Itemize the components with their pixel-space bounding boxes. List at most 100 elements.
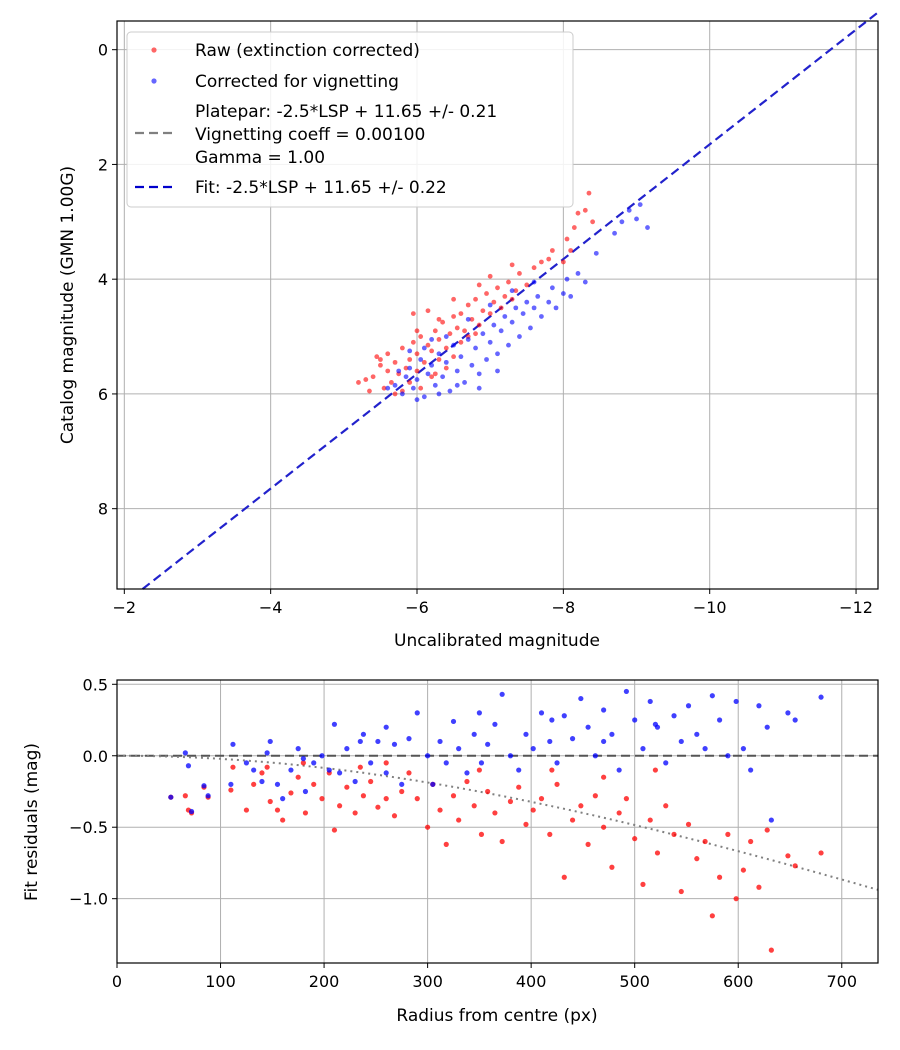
top-raw-point [473, 296, 478, 302]
top-raw-point [399, 345, 405, 351]
top-raw-point [443, 345, 449, 351]
bottom-raw-point [456, 817, 462, 823]
bottom-corrected-point [632, 717, 638, 723]
top-corrected-point [410, 385, 416, 391]
bottom-corrected-point [792, 717, 798, 723]
top-raw-point [487, 311, 493, 317]
bottom-corrected-point [264, 750, 270, 756]
bottom-raw-point [251, 781, 257, 787]
top-corrected-point [619, 219, 625, 225]
bottom-corrected-point [357, 738, 363, 745]
bottom-raw-point [694, 856, 700, 862]
top-raw-point [436, 316, 442, 322]
bottom-raw-point [264, 764, 270, 770]
top-ytick-label: 4 [98, 270, 108, 289]
top-corrected-point [407, 365, 413, 371]
top-corrected-point [476, 385, 482, 391]
top-corrected-point [465, 316, 471, 322]
bottom-ylabel: Fit residuals (mag) [22, 743, 42, 901]
top-corrected-point [528, 325, 533, 331]
bottom-raw-point [592, 793, 598, 799]
bottom-corrected-point [288, 767, 294, 773]
top-raw-point [524, 282, 530, 288]
top-corrected-point [462, 380, 467, 385]
legend: Raw (extinction corrected) Corrected for… [126, 31, 574, 208]
top-corrected-point [612, 230, 617, 236]
top-raw-point [487, 273, 493, 279]
top-raw-point [392, 391, 398, 397]
bottom-corrected-point [499, 691, 505, 697]
bottom-raw-point [733, 896, 739, 902]
top-raw-point [418, 334, 424, 339]
bottom-corrected-point [609, 731, 615, 737]
bottom-corrected-point [375, 738, 381, 745]
top-corrected-point [440, 374, 446, 380]
top-raw-point [454, 325, 460, 331]
top-raw-point [451, 314, 456, 319]
top-raw-point [531, 265, 537, 271]
legend-raw-label: Raw (extinction corrected) [195, 41, 420, 61]
bottom-raw-point [623, 796, 630, 802]
bottom-raw-point [492, 810, 498, 816]
bottom-corrected-point [319, 753, 325, 759]
top-xtick-label: −4 [259, 598, 283, 617]
bottom-xtick-label: 600 [723, 972, 754, 991]
top-corrected-point [520, 311, 526, 317]
top-raw-point [451, 354, 456, 360]
bottom-corrected-point [443, 760, 449, 766]
bottom-raw-point [538, 796, 545, 802]
top-raw-point [575, 210, 581, 216]
bottom-corrected-point [523, 731, 529, 737]
legend-corrected-marker [151, 78, 157, 84]
top-raw-point [414, 328, 420, 334]
bottom-corrected-point [302, 788, 309, 795]
top-corrected-point [484, 357, 489, 362]
bottom-corrected-point [259, 778, 265, 785]
bottom-corrected-point [188, 808, 195, 815]
top-corrected-point [429, 362, 435, 368]
bottom-raw-point [601, 774, 607, 780]
top-raw-point [506, 279, 511, 285]
top-raw-point [469, 316, 475, 322]
bottom-corrected-point [383, 770, 389, 776]
top-corrected-point [560, 291, 566, 296]
bottom-corrected-point [326, 767, 332, 773]
bottom-corrected-point [547, 738, 553, 745]
bottom-raw-point [399, 788, 405, 795]
bottom-corrected-point [764, 724, 770, 730]
bottom-raw-point [391, 813, 398, 819]
top-corrected-point [429, 337, 435, 342]
bottom-corrected-point [464, 770, 470, 776]
bottom-raw-point [792, 863, 798, 869]
top-axes-frame [116, 20, 879, 590]
top-raw-point [425, 342, 431, 348]
bottom-raw-point [671, 831, 677, 837]
top-raw-point [378, 362, 383, 368]
top-raw-point [465, 302, 471, 308]
top-raw-point [432, 328, 438, 334]
bottom-corrected-point [516, 767, 522, 773]
bottom-corrected-point [201, 783, 207, 789]
bottom-corrected-point [456, 746, 462, 752]
bottom-corrected-point [709, 693, 715, 699]
bottom-raw-point [230, 764, 236, 770]
top-corrected-point [506, 342, 511, 348]
top-corrected-point [564, 276, 570, 282]
bottom-raw-point [425, 824, 431, 830]
bottom-corrected-point [601, 707, 607, 713]
top-corrected-point [487, 302, 493, 308]
bottom-corrected-point [671, 713, 677, 719]
bottom-raw-point [288, 790, 294, 796]
bottom-corrected-point [471, 731, 477, 737]
top-raw-point [414, 351, 420, 357]
top-raw-point [374, 354, 380, 360]
top-corrected-point [509, 288, 515, 294]
top-corrected-point [502, 314, 508, 319]
top-ylabel: Catalog magnitude (GMN 1.00G) [58, 166, 78, 444]
top-raw-point [498, 305, 504, 311]
top-corrected-point [399, 391, 405, 397]
bottom-ytick-label: −0.5 [69, 818, 108, 837]
bottom-corrected-point [623, 688, 630, 695]
bottom-raw-point [725, 831, 731, 837]
